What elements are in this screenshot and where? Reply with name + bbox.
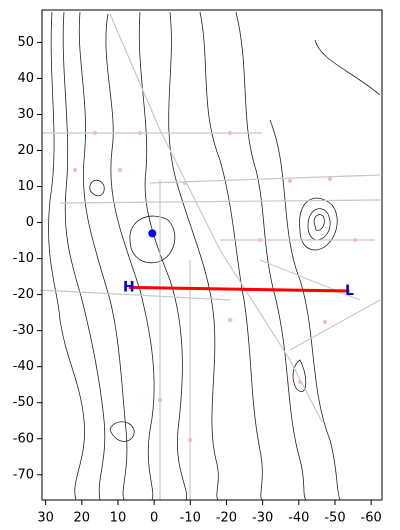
- y-tick-label: 10: [17, 179, 34, 194]
- y-tick-label: 30: [17, 107, 34, 122]
- y-tick-label: 40: [17, 71, 34, 86]
- y-tick-label: -50: [13, 395, 34, 410]
- h-l-line: [128, 285, 350, 293]
- x-tick-label: 20: [74, 511, 91, 526]
- y-tick-label: 0: [26, 215, 34, 230]
- x-tick-label: 0: [150, 511, 158, 526]
- x-tick-label: -30: [252, 511, 273, 526]
- tracks: [39, 13, 381, 500]
- x-tick-label: -10: [180, 511, 201, 526]
- y-tick-label: -20: [13, 287, 34, 302]
- track-points: [73, 131, 357, 442]
- pressure-marker: L: [345, 283, 354, 299]
- contours: [48, 11, 381, 501]
- center-point: [148, 229, 157, 238]
- x-tick-label: -40: [288, 511, 309, 526]
- y-tick-label: 50: [17, 35, 34, 50]
- pressure-marker: H: [123, 279, 135, 295]
- plot-frame: [41, 9, 383, 501]
- y-tick-label: -70: [13, 467, 34, 482]
- x-tick-label: -50: [324, 511, 345, 526]
- y-tick-label: 20: [17, 143, 34, 158]
- x-tick-label: -60: [361, 511, 382, 526]
- x-tick-label: -20: [216, 511, 237, 526]
- y-tick-label: -30: [13, 323, 34, 338]
- y-tick-label: -10: [13, 251, 34, 266]
- y-tick-label: -40: [13, 359, 34, 374]
- x-tick-label: 10: [110, 511, 127, 526]
- x-tick-label: 30: [37, 511, 54, 526]
- y-tick-label: -60: [13, 431, 34, 446]
